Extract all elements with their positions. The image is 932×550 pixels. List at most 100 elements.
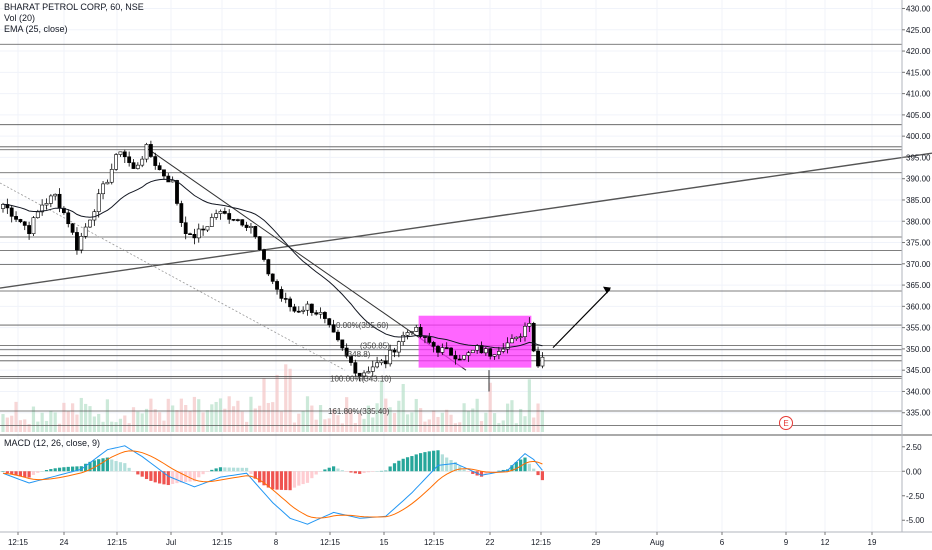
trendline-drawings [0, 148, 932, 392]
macd-histogram-bar [127, 467, 131, 472]
candle-body [301, 309, 306, 312]
time-tick-label: Jul [166, 538, 176, 547]
volume-bar [214, 401, 218, 432]
volume-bar [301, 410, 305, 432]
candle-body [244, 224, 249, 228]
macd-histogram-bar [492, 471, 497, 472]
macd-histogram-bar [379, 470, 384, 472]
macd-histogram-bar [366, 471, 370, 473]
fibonacci-label: (348.8) [345, 350, 371, 359]
macd-histogram-bar [497, 470, 501, 472]
macd-histogram-bar [105, 457, 109, 472]
macd-histogram-bar [66, 466, 70, 472]
volume-bar [462, 403, 466, 432]
time-tick-label: 12:15 [320, 538, 341, 547]
candle-body [27, 225, 32, 235]
macd-histogram-bar [479, 471, 484, 477]
candle-body [253, 226, 258, 237]
time-tick-label: 12:15 [107, 538, 128, 547]
volume-bar [279, 411, 283, 432]
signal-line [2, 450, 543, 519]
volume-bar [227, 396, 231, 432]
volume-bar [436, 416, 440, 432]
macd-histogram-bar [532, 468, 536, 472]
candle-body [340, 339, 345, 349]
ema-25-line [2, 178, 543, 349]
gridlines [0, 0, 902, 532]
candle-body [449, 347, 453, 356]
candle-body [292, 306, 297, 312]
macd-histogram-bar [136, 471, 140, 475]
dotted-channel-line [0, 182, 346, 371]
macd-histogram-bar [388, 466, 392, 472]
volume-bar [288, 368, 292, 432]
volume-bar [484, 412, 488, 432]
candle-body [48, 195, 53, 204]
volume-bar [105, 399, 109, 432]
volume-bar [75, 414, 79, 432]
macd-histogram-bar [179, 471, 183, 483]
candle-body [22, 221, 27, 226]
macd-histogram-bar [114, 461, 118, 472]
volume-bar [88, 406, 92, 432]
volume-bar [345, 397, 349, 432]
candle-body [466, 352, 471, 356]
fibonacci-label: 100.00%(343.10) [330, 374, 392, 383]
candle-body [409, 331, 414, 333]
earnings-marker-letter: E [783, 419, 788, 428]
macd-histogram-bar [5, 471, 9, 474]
macd-histogram-bar [284, 471, 288, 491]
macd-histogram-bar [201, 471, 205, 475]
volume-bar [401, 384, 405, 432]
volume-bar [62, 402, 66, 432]
candle-body [370, 366, 375, 372]
volume-bar [488, 382, 492, 432]
price-tick-label: 375.00 [906, 239, 931, 248]
macd-histogram-bar [540, 471, 544, 481]
time-tick-label: 12:15 [8, 538, 29, 547]
macd-histogram-bar [323, 469, 327, 472]
macd-histogram-bar [140, 471, 144, 477]
fibonacci-label: 0.00%(355.60) [336, 321, 389, 330]
volume-bar [340, 423, 344, 432]
macd-histogram-bar [75, 466, 79, 472]
candle-body [88, 219, 92, 228]
volume-bar [110, 421, 114, 432]
macd-histogram-bar [266, 471, 270, 488]
candle-body [214, 213, 219, 218]
candle-body [401, 335, 406, 343]
candle-body [96, 193, 101, 212]
macd-histogram-bar [214, 468, 218, 472]
volume-bar [123, 415, 127, 432]
candle-body [149, 144, 153, 157]
volume-bar [175, 410, 179, 432]
macd-histogram-bar [175, 471, 179, 484]
time-tick-label: 12:15 [212, 538, 233, 547]
candle-body [209, 217, 214, 227]
candle-body [227, 213, 232, 220]
candle-body [414, 326, 419, 332]
macd-histogram-bar [162, 471, 166, 485]
macd-histogram-bar [131, 471, 136, 472]
volume-bar [449, 414, 453, 432]
candle-body [79, 235, 84, 251]
volume-bar [31, 406, 36, 432]
volume-bar [366, 405, 370, 432]
macd-histogram-bar [218, 467, 223, 472]
macd-histogram-bar [36, 471, 40, 473]
macd-tick-label: -5.00 [906, 516, 925, 525]
volume-bar [358, 413, 362, 432]
candlesticks [1, 140, 545, 382]
candle-body [510, 338, 514, 344]
price-tick-label: 355.00 [906, 324, 931, 333]
candle-body [205, 226, 210, 231]
price-tick-label: 400.00 [906, 132, 931, 141]
macd-histogram-bar [305, 471, 310, 483]
volume-bar [5, 417, 9, 432]
volume-bar [475, 398, 479, 432]
candle-body [75, 232, 79, 251]
candle-body [131, 162, 136, 169]
candle-body [505, 342, 510, 350]
volume-bar [445, 409, 449, 432]
